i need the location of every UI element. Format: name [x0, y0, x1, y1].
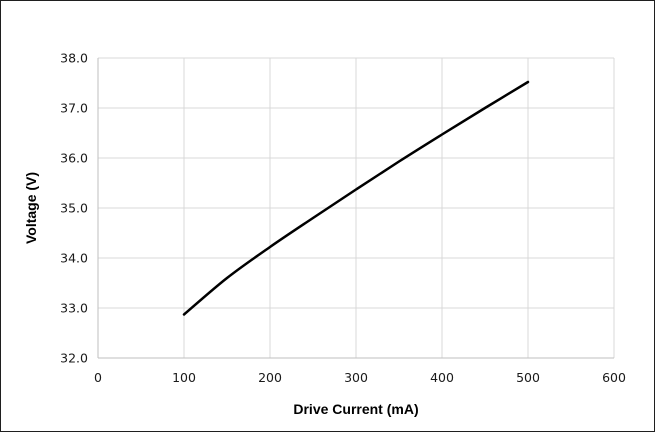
y-axis-title: Voltage (V): [23, 172, 39, 244]
y-tick-label: 38.0: [60, 51, 88, 66]
tick-labels: 32.0 33.0 34.0 35.0 36.0 37.0 38.0 0 100 200 300 40…: [60, 51, 626, 386]
series-layer: [182, 80, 530, 316]
x-tick-label: 500: [516, 370, 540, 385]
x-tick-label: 0: [94, 370, 102, 385]
x-tick-label: 300: [344, 370, 368, 385]
x-axis-title: Drive Current (mA): [293, 401, 418, 417]
y-tick-label: 36.0: [60, 151, 88, 166]
x-tick-label: 400: [430, 370, 454, 385]
y-tick-label: 37.0: [60, 101, 88, 116]
series-line: [182, 80, 530, 316]
y-tick-label: 34.0: [60, 251, 88, 266]
y-tick-label: 32.0: [60, 351, 88, 366]
axes: [97, 58, 614, 359]
x-tick-label: 100: [172, 370, 196, 385]
gridlines: [98, 57, 615, 358]
y-tick-label: 35.0: [60, 201, 88, 216]
x-tick-label: 600: [602, 370, 626, 385]
x-tick-label: 200: [258, 370, 282, 385]
y-tick-label: 33.0: [60, 301, 88, 316]
